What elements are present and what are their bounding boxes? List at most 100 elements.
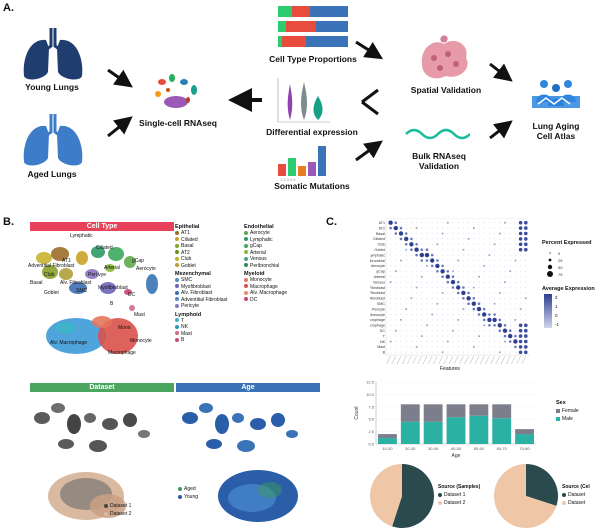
dotplot-dot <box>431 276 433 278</box>
dotplot-dot <box>472 286 475 289</box>
arrow-bulk-to-atlas <box>489 120 513 140</box>
dotplot-dot <box>426 297 428 299</box>
dotplot-dot <box>410 233 412 234</box>
dotplot-dot <box>462 254 464 256</box>
dotplot-dot <box>518 323 523 328</box>
dotplot-dot <box>499 222 501 224</box>
dotplot-dot <box>400 335 402 337</box>
dotplot-dot <box>494 222 496 224</box>
dotplot-dot <box>504 346 506 348</box>
dotplot-dot <box>483 222 485 224</box>
dotplot-dot <box>400 308 402 310</box>
dotplot-dot <box>483 330 485 332</box>
dotplot-dot <box>478 330 480 332</box>
dotplot-dot <box>488 222 490 224</box>
dotplot-dot <box>415 227 418 230</box>
dotplot-dot <box>436 238 438 240</box>
dotplot-row-label: Alv. Macrophage <box>370 324 385 328</box>
dotplot-dot <box>456 280 460 284</box>
young-lungs-label: Young Lungs <box>25 82 79 92</box>
legend-right-column: Endothelial Aerocyte Lymphatic gCap Arterial… <box>244 222 322 303</box>
dotplot-row-label: Mast <box>377 345 385 349</box>
dotplot-dot <box>436 308 438 310</box>
pct-expressed-title: Percent Expressed <box>542 240 592 246</box>
dotplot-dot <box>421 281 423 283</box>
legend-item: Alv. Macrophage <box>244 290 322 297</box>
dotplot-dot <box>493 302 496 305</box>
dotplot-x-tick <box>417 355 422 365</box>
dotplot-dot <box>405 260 407 261</box>
dotplot-dot <box>405 341 407 342</box>
legend-swatch <box>175 277 179 282</box>
dotplot-dot <box>388 220 393 225</box>
dotplot-dot <box>436 335 438 337</box>
dotplot-dot <box>499 346 501 348</box>
dotplot-dot <box>504 265 506 267</box>
dotplot-dot <box>442 254 444 256</box>
dotplot-x-tick <box>438 355 443 365</box>
dotplot-dot <box>457 276 459 278</box>
dotplot-dot <box>447 287 449 288</box>
dotplot-dot <box>416 222 418 224</box>
dotplot-dot <box>431 297 433 299</box>
dotplot-dot <box>478 227 480 229</box>
dotplot-dot <box>483 292 485 294</box>
dotplot-dot <box>405 297 407 299</box>
dotplot-dot <box>494 227 496 229</box>
dotplot-dot <box>416 265 418 267</box>
dotplot-dot <box>390 287 392 288</box>
dotplot-dot <box>416 238 418 240</box>
legend-swatch <box>175 284 179 289</box>
dotplot-dot <box>498 318 502 322</box>
dotplot-dot <box>520 254 522 256</box>
dotplot-dot <box>468 287 470 288</box>
bar-female <box>446 404 466 418</box>
dotplot-dot <box>493 324 496 327</box>
dotplot-dot <box>488 330 490 332</box>
dotplot-dot <box>410 341 412 342</box>
bar-y-tick: 0.0 <box>368 442 374 447</box>
dotplot-dot <box>405 254 407 256</box>
legend-item: AT2 <box>175 250 247 257</box>
dotplot-dot <box>405 303 407 305</box>
dotplot-dot <box>468 308 470 310</box>
dotplot-dot <box>400 292 402 294</box>
dotplot-dot <box>518 226 523 230</box>
dotplot-row-label: Myofibroblast <box>370 297 385 301</box>
dotplot-dot <box>390 276 392 278</box>
dotplot-dot <box>518 345 523 349</box>
dotplot-dot <box>405 248 408 251</box>
dotplot-dot <box>447 351 449 353</box>
dotplot-dot <box>431 281 433 283</box>
dotplot-dot <box>468 351 470 353</box>
dotplot-dot <box>426 341 428 342</box>
bar-female <box>492 404 512 419</box>
dotplot-dot <box>468 276 470 278</box>
dotplot-dot <box>431 233 433 234</box>
pie-source-samples <box>370 464 434 528</box>
cluster-label-arterial: Arterial <box>104 265 120 271</box>
dotplot-dot <box>395 254 397 256</box>
dotplot-dot <box>442 249 444 251</box>
dotplot-dot <box>483 254 485 256</box>
dotplot-dot <box>520 265 522 267</box>
dotplot-dot <box>504 260 506 261</box>
dotplot-dot <box>494 287 496 288</box>
dotplot-dot <box>451 275 455 278</box>
dotplot-dot <box>426 222 428 224</box>
dotplot-dot <box>509 287 511 288</box>
dotplot-dot <box>488 335 490 337</box>
dotplot-dot <box>468 346 470 348</box>
dotplot-dot <box>488 281 490 283</box>
bar-male <box>378 438 397 444</box>
dotplot-dot <box>426 330 428 332</box>
dotplot-dot <box>421 238 423 240</box>
dotplot-dot <box>390 254 392 256</box>
dotplot-dot <box>431 292 433 294</box>
dotplot-dot <box>466 296 471 301</box>
dotplot-dot <box>462 346 464 348</box>
dotplot-dot <box>504 276 506 278</box>
panel-b-letter: B. <box>3 216 14 228</box>
dotplot-dot <box>478 292 480 294</box>
bar-x-tick: 10-20 <box>382 446 393 451</box>
